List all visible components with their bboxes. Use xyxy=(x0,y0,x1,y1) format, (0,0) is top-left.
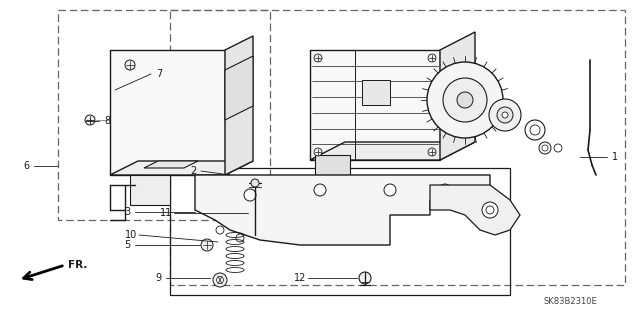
Text: 6: 6 xyxy=(23,161,29,171)
Polygon shape xyxy=(144,161,198,168)
Circle shape xyxy=(428,54,436,62)
Circle shape xyxy=(213,273,227,287)
Circle shape xyxy=(244,189,256,201)
Polygon shape xyxy=(315,155,350,175)
Polygon shape xyxy=(110,161,253,175)
Circle shape xyxy=(251,179,259,187)
Polygon shape xyxy=(310,142,475,160)
Polygon shape xyxy=(110,50,225,175)
Circle shape xyxy=(314,148,322,156)
Text: 7: 7 xyxy=(156,69,162,79)
Circle shape xyxy=(125,60,135,70)
Text: FR.: FR. xyxy=(68,260,88,270)
Polygon shape xyxy=(362,80,390,105)
Text: SK83B2310E: SK83B2310E xyxy=(543,298,597,307)
Polygon shape xyxy=(310,50,440,160)
Circle shape xyxy=(542,145,548,151)
Circle shape xyxy=(457,92,473,108)
Circle shape xyxy=(502,112,508,118)
Circle shape xyxy=(482,202,498,218)
Circle shape xyxy=(384,184,396,196)
Circle shape xyxy=(236,234,244,242)
Text: 5: 5 xyxy=(124,240,130,250)
Polygon shape xyxy=(130,175,170,205)
Circle shape xyxy=(443,78,487,122)
Circle shape xyxy=(428,148,436,156)
Circle shape xyxy=(427,62,503,138)
Polygon shape xyxy=(430,185,520,235)
Circle shape xyxy=(439,184,451,196)
Circle shape xyxy=(314,184,326,196)
Text: 1: 1 xyxy=(612,152,618,162)
Polygon shape xyxy=(225,56,253,120)
Text: 9: 9 xyxy=(155,273,161,283)
Circle shape xyxy=(314,54,322,62)
Circle shape xyxy=(201,239,213,251)
Circle shape xyxy=(539,142,551,154)
Circle shape xyxy=(497,107,513,123)
Circle shape xyxy=(85,115,95,125)
Text: 3: 3 xyxy=(124,207,130,217)
Circle shape xyxy=(359,272,371,284)
Text: 8: 8 xyxy=(104,116,110,126)
Text: 10: 10 xyxy=(125,230,137,240)
Polygon shape xyxy=(195,175,490,245)
Circle shape xyxy=(216,226,224,234)
Polygon shape xyxy=(440,32,475,160)
Circle shape xyxy=(489,99,521,131)
Text: 2: 2 xyxy=(190,166,196,176)
Text: 12: 12 xyxy=(294,273,306,283)
Text: 11: 11 xyxy=(160,208,172,218)
Polygon shape xyxy=(225,36,253,175)
